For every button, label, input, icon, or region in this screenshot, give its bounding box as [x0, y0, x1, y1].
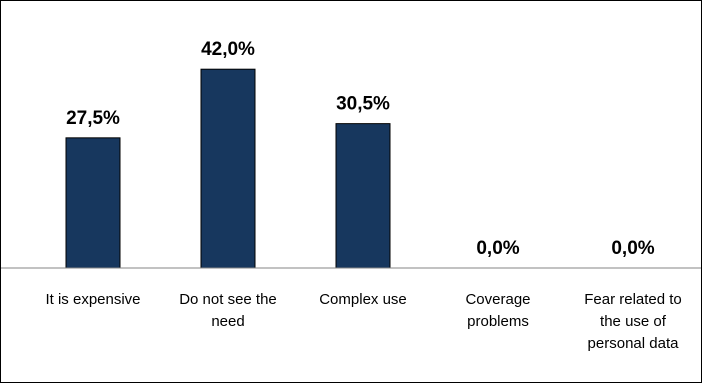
category-label-4: Fear related to the use of personal data: [584, 291, 682, 352]
bar-1: [200, 68, 256, 269]
category-label-2: Complex use: [319, 291, 407, 308]
value-labels-group: 27,5% 42,0% 30,5% 0,0% 0,0%: [66, 39, 655, 259]
bar-2: [335, 123, 391, 269]
value-label-1: 42,0%: [201, 39, 255, 60]
bars-group: [65, 68, 391, 269]
value-label-0: 27,5%: [66, 108, 120, 129]
category-label-0: It is expensive: [45, 291, 140, 308]
category-label-1: Do not see the need: [179, 291, 277, 330]
category-label-3: Coverage problems: [465, 291, 530, 330]
category-labels-group: It is expensive Do not see the need Complex…: [45, 291, 681, 352]
value-label-2: 30,5%: [336, 94, 390, 115]
bar-0: [65, 137, 121, 269]
value-label-3: 0,0%: [476, 238, 519, 259]
value-label-4: 0,0%: [611, 238, 654, 259]
